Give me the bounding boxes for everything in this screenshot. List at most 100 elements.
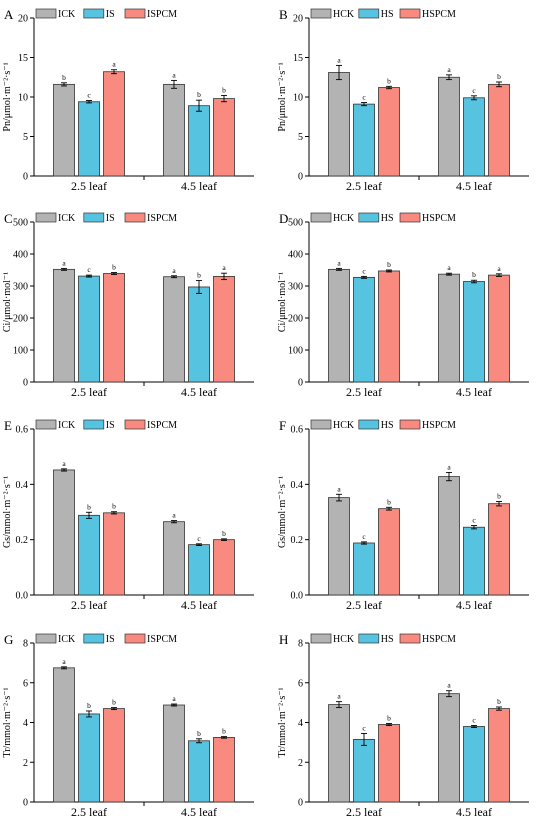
- panel-h: H 0 2 4 6 8 Tr/mmol·m⁻²·s⁻¹ a c b 2.5 leaf a c b 4.5 l…: [277, 632, 529, 819]
- significance-letter: b: [222, 727, 226, 736]
- y-tick-label: 300: [13, 282, 28, 293]
- bar-ispcm: [103, 512, 125, 596]
- y-tick-label: 0.4: [16, 480, 29, 491]
- y-tick-label: 0: [298, 172, 303, 183]
- y-axis-label: Gs/mmol·m⁻²·s⁻¹: [277, 476, 288, 548]
- bar-hs: [463, 526, 485, 596]
- significance-letter: b: [112, 502, 116, 511]
- panel-letter: F: [279, 418, 286, 433]
- y-tick-label: 6: [23, 678, 28, 689]
- legend-label: HS: [381, 9, 394, 20]
- legend-label: IS: [106, 634, 115, 645]
- legend-swatch-hck: [310, 8, 332, 19]
- legend-swatch-ick: [35, 212, 57, 223]
- y-axis-label: Pn/μmol·m⁻²·s⁻¹: [2, 62, 13, 131]
- significance-letter: c: [472, 516, 476, 525]
- bar-is: [78, 101, 100, 177]
- legend-swatch-is: [83, 8, 105, 19]
- y-tick-label: 20: [18, 14, 28, 25]
- y-tick-label: 100: [288, 346, 303, 357]
- y-tick-label: 0.0: [16, 591, 29, 602]
- bar-ick: [163, 521, 185, 596]
- legend-label: HCK: [333, 213, 355, 224]
- bar-ispcm: [103, 273, 125, 383]
- bar-ick: [53, 83, 75, 177]
- y-tick-label: 4: [298, 718, 303, 729]
- y-tick-label: 10: [293, 93, 303, 104]
- bar-hs: [463, 726, 485, 803]
- bar-is: [188, 544, 210, 596]
- bar-ispcm: [103, 71, 125, 177]
- y-tick-label: 200: [288, 314, 303, 325]
- y-tick-label: 10: [18, 93, 28, 104]
- bar-hspcm: [488, 503, 510, 596]
- significance-letter: c: [362, 532, 366, 541]
- significance-letter: b: [472, 270, 476, 279]
- legend-label: ICK: [58, 9, 76, 20]
- x-category-label: 4.5 leaf: [181, 598, 217, 612]
- panel-a: A 0 5 10 15 20 Pn/μmol·m⁻²·s⁻¹ b c a 2.5 leaf a b b 4.…: [2, 7, 254, 193]
- legend-swatch-hspcm: [399, 212, 421, 223]
- panel-b: B 0 5 10 15 20 Pn/μmol·m⁻²·s⁻¹ a c b 2.5 leaf a c b 4.…: [277, 7, 529, 193]
- y-tick-label: 0: [23, 172, 28, 183]
- y-tick-label: 100: [13, 346, 28, 357]
- legend-label: ISPCM: [147, 634, 177, 645]
- bar-ispcm: [213, 98, 235, 177]
- bar-hck: [438, 76, 460, 177]
- significance-letter: a: [112, 60, 116, 69]
- panel-letter: G: [4, 632, 13, 647]
- x-category-label: 2.5 leaf: [71, 179, 107, 193]
- legend-label: HSPCM: [422, 634, 456, 645]
- legend-swatch-is: [83, 419, 105, 430]
- significance-letter: a: [62, 258, 66, 267]
- legend-label: ICK: [58, 213, 76, 224]
- legend-swatch-hs: [358, 633, 380, 644]
- bar-hs: [353, 542, 375, 596]
- significance-letter: a: [172, 266, 176, 275]
- x-category-label: 2.5 leaf: [346, 805, 382, 819]
- panel-letter: H: [279, 632, 288, 647]
- significance-letter: b: [497, 491, 501, 500]
- bar-ispcm: [103, 708, 125, 803]
- bar-is: [188, 105, 210, 177]
- significance-letter: c: [197, 534, 201, 543]
- legend-swatch-is: [83, 212, 105, 223]
- y-tick-label: 0: [23, 378, 28, 389]
- bar-hck: [328, 704, 350, 803]
- y-tick-label: 2: [23, 758, 28, 769]
- legend-label: ISPCM: [147, 9, 177, 20]
- significance-letter: b: [497, 697, 501, 706]
- y-tick-label: 0.0: [291, 591, 304, 602]
- significance-letter: a: [337, 258, 341, 267]
- significance-letter: c: [362, 93, 366, 102]
- panel-letter: E: [4, 418, 12, 433]
- legend-swatch-hck: [310, 419, 332, 430]
- bar-hck: [328, 497, 350, 596]
- bar-hspcm: [378, 87, 400, 177]
- y-axis-label: Ci/μmol·mol⁻¹: [277, 272, 288, 332]
- y-tick-label: 15: [18, 53, 28, 64]
- y-tick-label: 500: [13, 218, 28, 229]
- significance-letter: c: [87, 265, 91, 274]
- legend-label: IS: [106, 420, 115, 431]
- y-axis-label: Ci/μmol·mol⁻¹: [2, 272, 13, 332]
- significance-letter: b: [197, 729, 201, 738]
- significance-letter: a: [337, 692, 341, 701]
- bar-hspcm: [378, 508, 400, 596]
- significance-letter: c: [362, 723, 366, 732]
- legend-label: HSPCM: [422, 213, 456, 224]
- significance-letter: a: [222, 263, 226, 272]
- significance-letter: a: [62, 657, 66, 666]
- bar-hspcm: [378, 270, 400, 383]
- bar-ispcm: [213, 275, 235, 383]
- bar-is: [78, 275, 100, 383]
- legend-label: HCK: [333, 420, 355, 431]
- legend-label: ISPCM: [147, 213, 177, 224]
- legend-swatch-hspcm: [399, 8, 421, 19]
- x-category-label: 4.5 leaf: [456, 598, 492, 612]
- x-category-label: 2.5 leaf: [71, 598, 107, 612]
- legend-swatch-hs: [358, 419, 380, 430]
- y-tick-label: 0.6: [16, 425, 29, 436]
- y-axis-label: Gs/mmol·m⁻²·s⁻¹: [2, 476, 13, 548]
- bar-ispcm: [213, 539, 235, 596]
